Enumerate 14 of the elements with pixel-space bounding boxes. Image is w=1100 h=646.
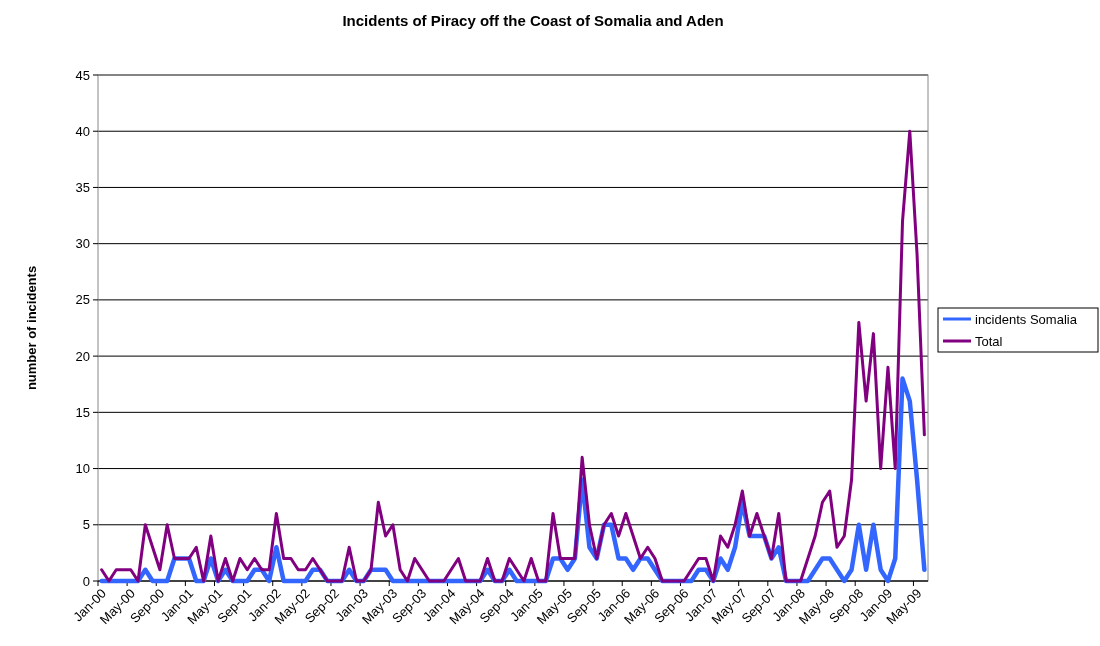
y-axis-title: number of incidents bbox=[24, 265, 39, 391]
y-tick-label: 20 bbox=[75, 348, 90, 364]
y-tick-label: 40 bbox=[75, 123, 90, 139]
legend-label: incidents Somalia bbox=[975, 311, 1078, 327]
y-tick-label: 5 bbox=[82, 517, 90, 533]
y-tick-label: 10 bbox=[75, 461, 90, 477]
y-tick-label: 30 bbox=[75, 236, 90, 252]
y-tick-label: 0 bbox=[82, 573, 90, 589]
y-tick-label: 15 bbox=[75, 404, 90, 420]
y-tick-label: 35 bbox=[75, 179, 90, 195]
chart-title: Incidents of Piracy off the Coast of Somalia and Aden bbox=[342, 12, 724, 29]
y-tick-label: 25 bbox=[75, 292, 90, 308]
legend-label: Total bbox=[975, 333, 1003, 349]
y-tick-label: 45 bbox=[75, 67, 90, 83]
